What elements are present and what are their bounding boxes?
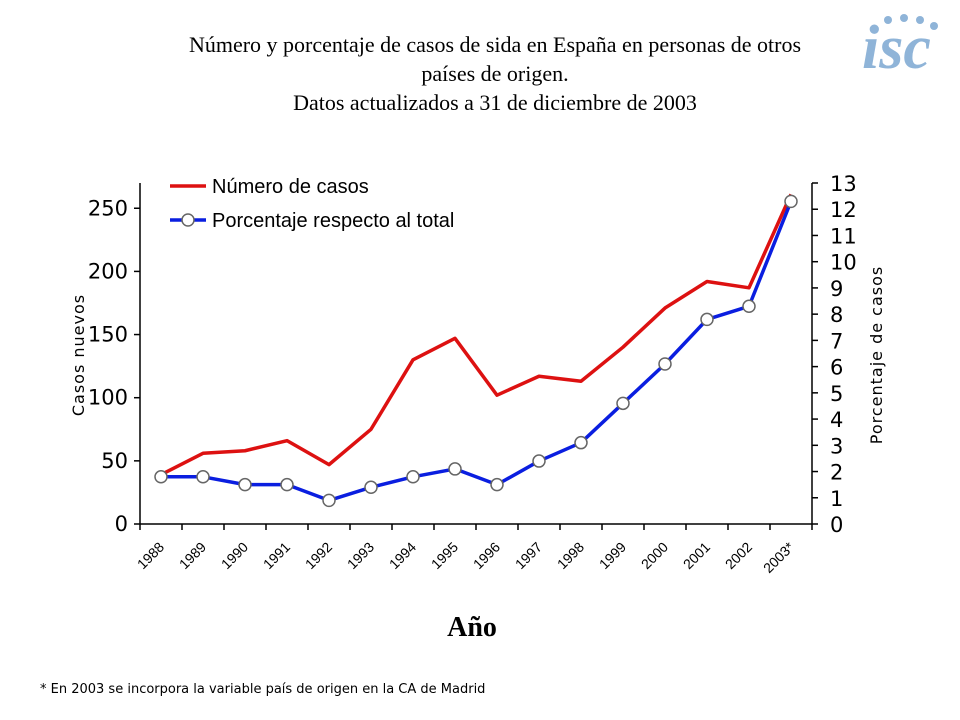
left-tick-label: 0 bbox=[115, 512, 128, 536]
x-tick-label: 1999 bbox=[596, 539, 629, 572]
x-tick-label: 1990 bbox=[218, 539, 251, 572]
left-tick-label: 50 bbox=[101, 449, 128, 473]
series-2-point bbox=[616, 396, 630, 411]
right-tick-label: 3 bbox=[830, 434, 843, 458]
x-tick-label: 1988 bbox=[134, 539, 167, 572]
series-2-point bbox=[196, 470, 210, 484]
y-axis-title-left: Casos nuevos bbox=[69, 294, 88, 416]
footnote: * En 2003 se incorpora la variable país … bbox=[40, 682, 486, 697]
right-tick-label: 11 bbox=[830, 224, 857, 248]
series-2-point bbox=[154, 470, 168, 484]
x-tick-label: 1991 bbox=[260, 539, 293, 572]
right-tick-label: 8 bbox=[830, 303, 843, 327]
x-tick-label: 1995 bbox=[428, 539, 461, 572]
series-2-point bbox=[784, 194, 798, 209]
logo-text: isc bbox=[862, 14, 931, 78]
right-tick-label: 13 bbox=[830, 172, 857, 196]
right-tick-label: 7 bbox=[830, 329, 843, 353]
x-axis-title: Año bbox=[447, 612, 497, 643]
title-line-2: países de origen. bbox=[421, 61, 569, 86]
right-tick-label: 4 bbox=[830, 408, 843, 432]
x-tick-label: 1993 bbox=[344, 539, 377, 572]
isc-logo: isc bbox=[862, 14, 938, 78]
chart-title: Número y porcentaje de casos de sida en … bbox=[60, 30, 930, 117]
left-tick-label: 150 bbox=[88, 323, 128, 347]
series-2-point bbox=[700, 312, 714, 327]
series-line-1 bbox=[160, 193, 793, 477]
series-2-point bbox=[574, 435, 588, 450]
right-tick-label: 9 bbox=[830, 277, 843, 301]
legend-marker-2 bbox=[181, 213, 195, 227]
series-2-point bbox=[490, 477, 504, 492]
series-2-point bbox=[532, 454, 546, 468]
left-tick-label: 100 bbox=[88, 386, 128, 410]
x-tick-label: 2000 bbox=[638, 539, 671, 572]
right-tick-label: 5 bbox=[830, 382, 843, 406]
left-tick-label: 200 bbox=[88, 259, 128, 283]
series-2-point bbox=[364, 480, 378, 495]
series-2-point bbox=[742, 299, 756, 314]
x-tick-label: 2002 bbox=[722, 539, 755, 572]
x-tick-label: 1994 bbox=[386, 539, 419, 572]
x-tick-label: 1997 bbox=[512, 539, 545, 572]
x-tick-label: 1998 bbox=[554, 539, 587, 572]
y-axis-title-right: Porcentaje de casos bbox=[867, 266, 886, 444]
right-tick-label: 1 bbox=[830, 487, 843, 511]
series-2-point bbox=[448, 462, 462, 476]
series-2-point bbox=[406, 470, 420, 484]
right-tick-label: 2 bbox=[830, 461, 843, 485]
right-tick-label: 10 bbox=[830, 251, 857, 275]
x-tick-label: 2003* bbox=[760, 538, 798, 576]
series-line-2 bbox=[161, 200, 793, 503]
series-2-point bbox=[658, 357, 672, 371]
x-tick-label: 1996 bbox=[470, 539, 503, 572]
right-tick-label: 0 bbox=[830, 513, 843, 537]
x-tick-label: 2001 bbox=[680, 539, 713, 572]
series-2-point bbox=[238, 477, 252, 492]
right-tick-label: 6 bbox=[830, 356, 843, 380]
title-line-1: Número y porcentaje de casos de sida en … bbox=[188, 32, 802, 57]
series-2-point bbox=[322, 493, 336, 508]
left-tick-label: 250 bbox=[88, 196, 128, 220]
series-2-point bbox=[280, 477, 294, 492]
legend-label-2: Porcentaje respecto al total bbox=[212, 210, 454, 232]
x-tick-label: 1989 bbox=[176, 539, 209, 572]
title-line-3: Datos actualizados a 31 de diciembre de … bbox=[293, 90, 697, 115]
right-tick-label: 12 bbox=[830, 198, 857, 222]
legend-label-1: Número de casos bbox=[212, 176, 369, 198]
x-tick-label: 1992 bbox=[302, 539, 335, 572]
